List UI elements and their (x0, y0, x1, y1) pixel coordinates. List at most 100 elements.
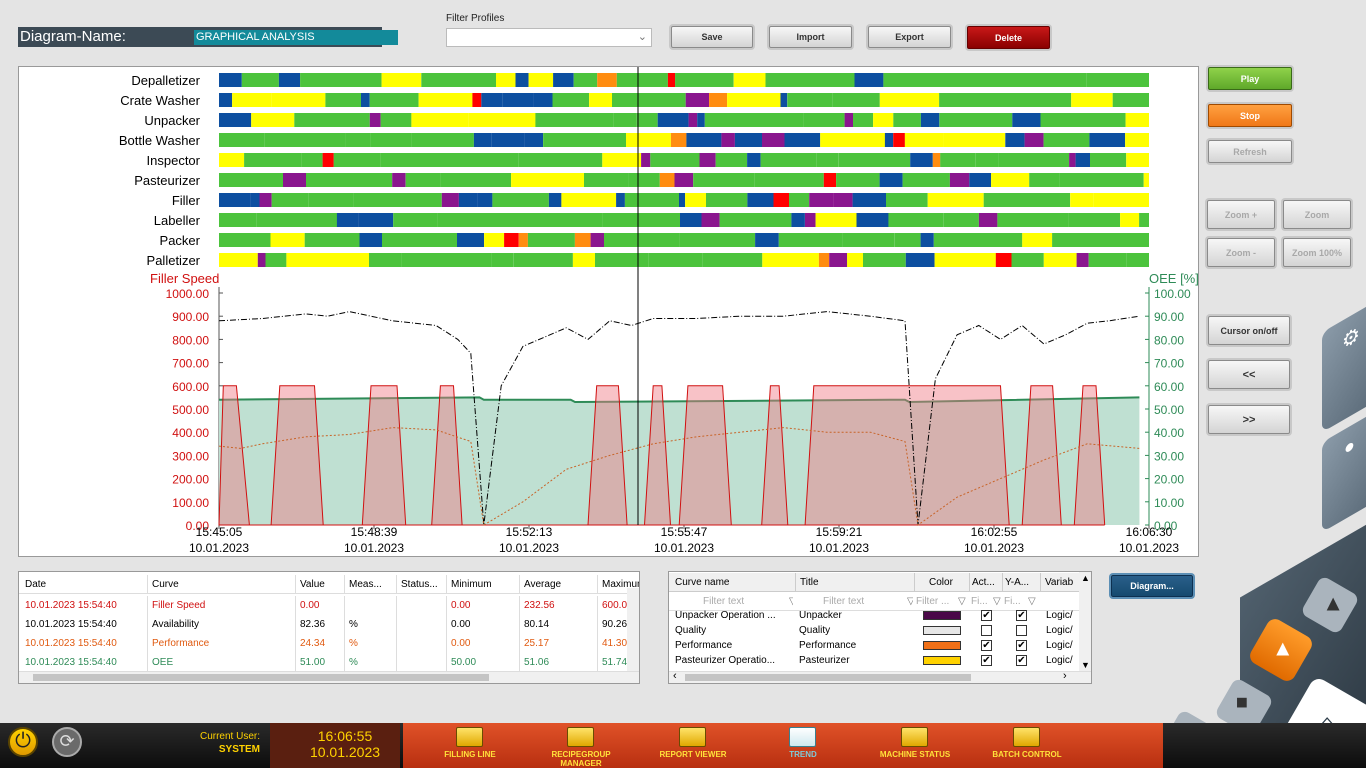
column-header-average[interactable]: Average (519, 575, 597, 594)
next-button[interactable]: >> (1208, 405, 1290, 434)
column-header-status[interactable]: Status... (396, 575, 444, 594)
active-checkbox[interactable]: ✔ (981, 655, 992, 666)
table-row[interactable]: Performance Performance ✔ ✔ Logic/ (669, 638, 1079, 653)
state-segment (257, 253, 266, 267)
state-segment (702, 253, 763, 267)
column-header-variable[interactable]: Variab (1040, 573, 1076, 592)
table-row[interactable]: 10.01.2023 15:54:40 Availability 82.36% 0.0… (19, 615, 629, 634)
state-segment (734, 133, 762, 147)
curves-table-vscroll[interactable]: ▲ ▼ (1079, 572, 1091, 671)
state-segment (219, 113, 252, 127)
state-segment (805, 213, 816, 227)
filter-icon[interactable]: ▽ (785, 592, 793, 611)
import-button[interactable]: Import (769, 26, 852, 48)
filter-icon[interactable]: ▽ (958, 596, 966, 607)
scroll-down-icon[interactable]: ▼ (1081, 660, 1090, 670)
column-header-title[interactable]: Title (795, 573, 913, 592)
filter-icon[interactable]: ▽ (903, 592, 913, 611)
state-segment (650, 153, 700, 167)
values-table[interactable]: Date Curve Value Meas... Status... Minim… (18, 571, 640, 684)
filter-input-y-axis[interactable]: Fi... (1004, 596, 1021, 607)
values-table-vscroll[interactable] (627, 588, 639, 671)
power-icon[interactable]: ⏻ (8, 727, 38, 757)
report-icon (679, 727, 706, 747)
filter-profiles-select[interactable]: ⌄ (446, 28, 652, 47)
refresh-button[interactable]: Refresh (1208, 140, 1292, 163)
table-row[interactable]: 10.01.2023 15:54:40 Performance 24.34% 0.00… (19, 634, 629, 653)
table-row[interactable]: 10.01.2023 15:54:40 OEE 51.00% 50.00 51.06 51… (19, 653, 629, 672)
lane-label: Depalletizer (131, 73, 200, 88)
settings-nav-tile[interactable]: ⚙ (1322, 297, 1366, 433)
column-header-curve-name[interactable]: Curve name (675, 577, 730, 588)
prev-button[interactable]: << (1208, 360, 1290, 389)
nav-recipegroup-manager[interactable]: RECIPEGROUP MANAGER (533, 723, 629, 768)
zoom-plus-button[interactable]: Zoom + (1207, 200, 1275, 229)
export-button[interactable]: Export (868, 26, 951, 48)
diagram-button[interactable]: Diagram... (1111, 575, 1193, 597)
y-axis-checkbox[interactable] (1016, 625, 1027, 636)
filter-input-active[interactable]: Fi... (971, 596, 988, 607)
color-swatch[interactable] (923, 656, 961, 665)
column-header-minimum[interactable]: Minimum (446, 575, 518, 594)
state-segment (946, 193, 984, 207)
active-checkbox[interactable]: ✔ (981, 640, 992, 651)
nav-filling-line[interactable]: FILLING LINE (422, 723, 518, 768)
values-table-hscroll-thumb[interactable] (33, 674, 489, 681)
nav-report-viewer[interactable]: REPORT VIEWER (645, 723, 741, 768)
column-header-maximum[interactable]: Maximum (597, 575, 639, 594)
column-header-date[interactable]: Date (25, 579, 47, 590)
cursor-toggle-button[interactable]: Cursor on/off (1208, 316, 1290, 345)
color-swatch[interactable] (923, 626, 961, 635)
left-tick-label: 300.00 (172, 449, 209, 463)
curves-table-hscroll[interactable]: ‹ › (669, 670, 1091, 683)
filter-input-color[interactable]: Filter ... (916, 596, 950, 607)
table-row[interactable]: Quality Quality Logic/ (669, 623, 1079, 638)
table-row[interactable]: Pasteurizer Operatio... Pasteurizer ✔ ✔ Logi… (669, 653, 1079, 668)
scroll-left-icon[interactable]: ‹ (673, 670, 677, 682)
stop-button[interactable]: Stop (1208, 104, 1292, 127)
values-table-hscroll[interactable] (19, 671, 639, 683)
filter-input-title[interactable]: Filter text (823, 596, 865, 607)
x-tick-date: 10.01.2023 (654, 541, 714, 555)
state-segment (686, 133, 722, 147)
delete-button[interactable]: Delete (967, 26, 1050, 49)
y-axis-checkbox[interactable]: ✔ (1016, 655, 1027, 666)
filter-icon[interactable]: ▽ (993, 596, 1001, 607)
cell-variable: Logic/ (1046, 655, 1073, 666)
nav-trend[interactable]: TREND (755, 723, 851, 768)
column-header-value[interactable]: Value (295, 575, 343, 594)
color-swatch[interactable] (923, 641, 961, 650)
filter-input-curve-name[interactable]: Filter text (703, 596, 745, 607)
play-button[interactable]: Play (1208, 67, 1292, 90)
zoom-100-button[interactable]: Zoom 100% (1283, 238, 1351, 267)
color-swatch[interactable] (923, 611, 961, 620)
active-checkbox[interactable] (981, 625, 992, 636)
zoom-minus-button[interactable]: Zoom - (1207, 238, 1275, 267)
nav-machine-status[interactable]: MACHINE STATUS (867, 723, 963, 768)
zoom-button[interactable]: Zoom (1283, 200, 1351, 229)
column-header-measure[interactable]: Meas... (344, 575, 392, 594)
right-axis-title: OEE [%] (1149, 271, 1199, 286)
y-axis-checkbox[interactable]: ✔ (1016, 610, 1027, 621)
refresh-icon[interactable]: ⟳ (52, 727, 82, 757)
nav-batch-control[interactable]: BATCH CONTROL (979, 723, 1075, 768)
left-tick-label: 400.00 (172, 426, 209, 440)
active-checkbox[interactable]: ✔ (981, 610, 992, 621)
save-button[interactable]: Save (671, 26, 753, 48)
trend-chart[interactable]: Depalletizer Crate Washer Unpacker Bottle W… (19, 67, 1200, 558)
scroll-up-icon[interactable]: ▲ (1081, 573, 1090, 583)
column-header-active[interactable]: Act... (969, 573, 1000, 592)
cell-title: Unpacker (799, 610, 842, 621)
curves-table-hscroll-thumb[interactable] (685, 674, 971, 681)
filter-icon[interactable]: ▽ (1028, 596, 1036, 607)
scroll-right-icon[interactable]: › (1063, 670, 1067, 682)
column-header-color[interactable]: Color (914, 573, 968, 592)
column-header-y-axis[interactable]: Y-A... (1002, 573, 1038, 592)
state-segment (265, 253, 287, 267)
table-row[interactable]: Unpacker Operation ... Unpacker ✔ ✔ Logic/ (669, 608, 1079, 623)
curves-table[interactable]: Curve name Title Color Act... Y-A... Var… (668, 571, 1092, 684)
diagram-name-field[interactable]: GRAPHICAL ANALYSIS (194, 30, 398, 45)
table-row[interactable]: 10.01.2023 15:54:40 Filler Speed 0.00 0.00 2… (19, 596, 633, 615)
column-header-curve[interactable]: Curve (147, 575, 293, 594)
y-axis-checkbox[interactable]: ✔ (1016, 640, 1027, 651)
